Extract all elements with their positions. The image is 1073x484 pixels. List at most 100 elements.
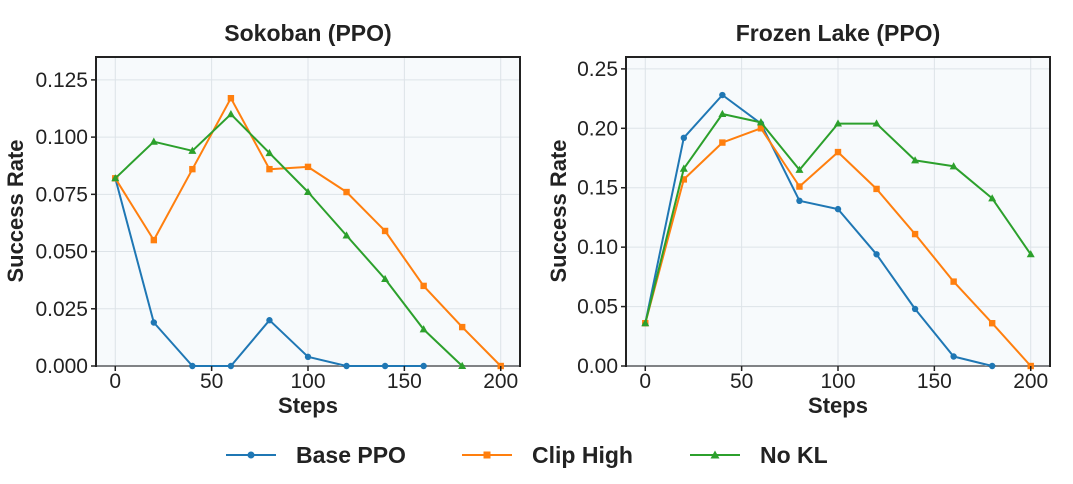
y-tick-label: 0.00 (577, 355, 618, 378)
frozen-lake-chart: Frozen Lake (PPO) 0 50 100 150 200 0.000.050… (546, 20, 1051, 418)
data-point (641, 319, 650, 327)
data-point (381, 362, 389, 370)
y-tick-label: 0.10 (577, 236, 618, 259)
x-tick-label: 200 (483, 370, 518, 393)
data-point (949, 162, 958, 170)
legend-label: Base PPO (296, 442, 406, 468)
data-point (265, 148, 274, 157)
y-tick-label: 0.075 (35, 183, 88, 206)
data-point (189, 362, 196, 370)
data-point (381, 274, 390, 283)
x-tick-label: 50 (200, 370, 223, 393)
chart-title: Sokoban (PPO) (224, 20, 391, 46)
y-tick-label: 0.000 (35, 355, 88, 378)
data-point (150, 236, 158, 244)
y-tick-label: 0.20 (577, 117, 618, 140)
data-point (381, 227, 389, 235)
x-tick-label: 0 (639, 370, 651, 393)
data-point (988, 362, 996, 370)
data-point (420, 282, 427, 290)
data-point (343, 362, 350, 370)
data-point (1026, 250, 1035, 258)
y-tick-label: 0.25 (577, 58, 618, 81)
x-tick-label: 100 (820, 370, 855, 393)
series-no-kl (641, 109, 1035, 327)
data-point (266, 165, 273, 173)
data-point (757, 125, 765, 132)
data-point (988, 320, 996, 327)
data-point (834, 148, 842, 156)
data-point (950, 278, 957, 285)
legend: Base PPO Clip High No KL (226, 442, 828, 468)
y-tick-label: 0.050 (35, 241, 88, 264)
y-tick-label: 0.125 (35, 69, 88, 92)
data-point (796, 183, 803, 190)
x-tick-label: 150 (917, 370, 952, 393)
data-point (304, 163, 312, 171)
data-point (911, 230, 919, 238)
data-point (304, 187, 312, 196)
sokoban-chart: Sokoban (PPO) 0 50 100 150 200 0.0000.0250.0… (3, 20, 521, 418)
x-tick-label: 50 (730, 370, 753, 393)
y-axis-label: Success Rate (546, 139, 571, 282)
y-axis-ticks: 0.00 0.05 0.10 0.15 0.20 0.25 (577, 58, 626, 378)
y-tick-label: 0.15 (577, 177, 618, 200)
data-point (266, 317, 273, 324)
data-point (911, 156, 920, 164)
data-point (304, 353, 312, 361)
legend-label: No KL (760, 442, 828, 468)
data-point (988, 194, 997, 202)
series-line-no-kl (114, 113, 463, 367)
data-point (343, 188, 350, 196)
data-point (420, 362, 427, 370)
x-axis-ticks: 0 50 100 150 200 (639, 366, 1048, 393)
data-point (795, 165, 804, 173)
data-point (342, 231, 351, 239)
x-tick-label: 100 (290, 370, 325, 393)
x-axis-label: Steps (278, 393, 338, 418)
data-point (227, 362, 235, 370)
data-point (680, 134, 688, 142)
legend-label: Clip High (532, 442, 633, 468)
data-point (719, 91, 726, 99)
series-line-base-ppo (644, 94, 993, 367)
legend-item-no-kl: No KL (690, 442, 828, 468)
x-axis-label: Steps (808, 393, 868, 418)
data-point (718, 109, 727, 118)
legend-marker-circle (247, 451, 255, 459)
data-point (911, 305, 919, 313)
series-layer (641, 91, 1035, 370)
data-point (834, 119, 842, 127)
y-tick-label: 0.100 (35, 126, 88, 149)
data-point (189, 165, 196, 173)
series-layer (111, 95, 504, 370)
data-point (680, 176, 688, 183)
chart-title: Frozen Lake (PPO) (736, 20, 940, 46)
data-point (458, 323, 466, 331)
data-point (719, 139, 726, 146)
legend-item-clip-high: Clip High (462, 442, 633, 468)
x-tick-label: 0 (109, 370, 121, 393)
data-point (227, 95, 235, 102)
data-point (458, 361, 467, 369)
data-point (756, 118, 765, 126)
x-axis-ticks: 0 50 100 150 200 (109, 366, 518, 393)
data-point (419, 325, 428, 333)
y-axis-ticks: 0.000 0.025 0.050 0.075 0.100 0.125 (35, 69, 96, 378)
data-point (111, 174, 120, 182)
data-point (226, 110, 235, 118)
data-point (950, 353, 957, 360)
legend-marker-square (483, 451, 491, 459)
data-point (796, 197, 803, 205)
x-tick-label: 200 (1013, 370, 1048, 393)
y-axis-label: Success Rate (3, 139, 28, 282)
y-tick-label: 0.05 (577, 296, 618, 319)
y-tick-label: 0.025 (35, 298, 88, 321)
legend-item-base-ppo: Base PPO (226, 442, 406, 468)
data-point (679, 164, 688, 172)
data-point (188, 146, 197, 154)
data-point (872, 119, 881, 127)
data-point (150, 319, 158, 326)
series-no-kl (111, 110, 467, 369)
